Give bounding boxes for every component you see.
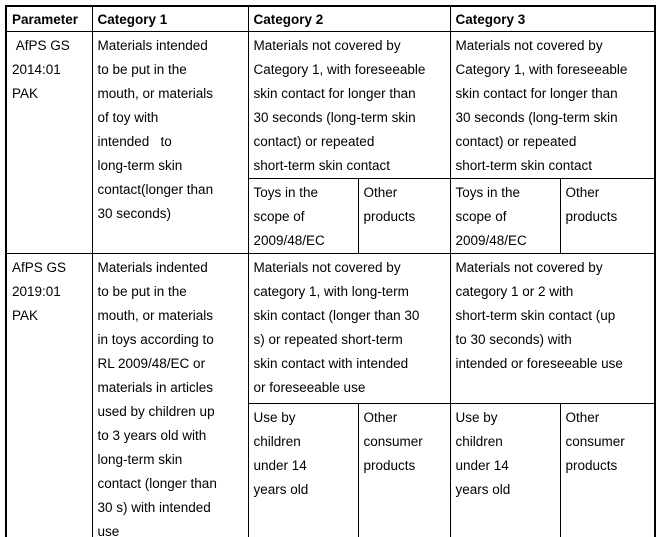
header-category-1: Category 1 [91,5,249,32]
header-category-2: Category 2 [247,5,451,32]
category2-2019-main-text: Materials not covered by category 1, wit… [253,259,420,395]
cell-parameter-2014: AfPS GS 2014:01 PAK [5,30,93,254]
cell-category3-2014-main: Materials not covered by Category 1, wit… [449,30,656,179]
cell-category2-2019-other: Other consumer products [357,403,451,537]
category2-2019-children-text: Use by children under 14 years old [253,410,309,498]
row-2019-sub: Use by children under 14 years old Other… [6,403,656,537]
category3-2014-toys-text: Toys in the scope of 2009/48/EC [455,184,527,248]
header-category-1-label: Category 1 [97,12,168,27]
cell-category2-2014-main: Materials not covered by Category 1, wit… [247,30,451,179]
cell-category1-2014: Materials intended to be put in the mout… [91,30,249,254]
row-2014-sub: Toys in the scope of 2009/48/EC Other pr… [6,177,656,254]
header-parameter: Parameter [5,5,93,32]
category1-2019-text: Materials indented to be put in the mout… [97,259,217,537]
parameter-2014-text: AfPS GS 2014:01 PAK [12,37,70,101]
category2-2019-other-text: Other consumer products [363,410,423,474]
category2-2014-main-text: Materials not covered by Category 1, wit… [253,37,426,173]
cell-category2-2014-other: Other products [357,177,451,254]
header-parameter-label: Parameter [12,12,79,27]
parameter-2019-text: AfPS GS 2019:01 PAK [12,259,67,323]
category3-2019-main-text: Materials not covered by category 1 or 2… [455,259,623,371]
cell-category3-2019-children: Use by children under 14 years old [449,403,561,537]
cell-parameter-2019: AfPS GS 2019:01 PAK [5,252,93,537]
category3-2014-other-text: Other products [565,184,618,224]
cell-category3-2019-other: Other consumer products [559,403,656,537]
category3-2019-children-text: Use by children under 14 years old [455,410,511,498]
header-category-2-label: Category 2 [253,12,324,27]
cell-category3-2014-other: Other products [559,177,656,254]
header-row: Parameter Category 1 Category 2 Category… [5,5,656,32]
category2-2014-toys-text: Toys in the scope of 2009/48/EC [253,184,325,248]
header-category-3: Category 3 [449,5,656,32]
category1-2014-text: Materials intended to be put in the mout… [97,37,214,221]
row-2019-main: AfPS GS 2019:01 PAK Materials indented t… [5,252,656,537]
category3-2014-main-text: Materials not covered by Category 1, wit… [455,37,628,173]
cell-category1-2019: Materials indented to be put in the mout… [91,252,249,537]
cell-category2-2019-main: Materials not covered by category 1, wit… [247,252,451,405]
category2-2014-other-text: Other products [363,184,416,224]
header-category-3-label: Category 3 [455,12,526,27]
cell-category2-2019-children: Use by children under 14 years old [247,403,359,537]
cell-category3-2014-toys: Toys in the scope of 2009/48/EC [449,177,561,254]
category3-2019-other-text: Other consumer products [565,410,625,474]
afps-gs-pak-comparison-table: Parameter Category 1 Category 2 Category… [5,5,656,537]
cell-category2-2014-toys: Toys in the scope of 2009/48/EC [247,177,359,254]
cell-category3-2019-main: Materials not covered by category 1 or 2… [449,252,656,405]
row-2014-main: AfPS GS 2014:01 PAK Materials intended t… [5,30,656,254]
